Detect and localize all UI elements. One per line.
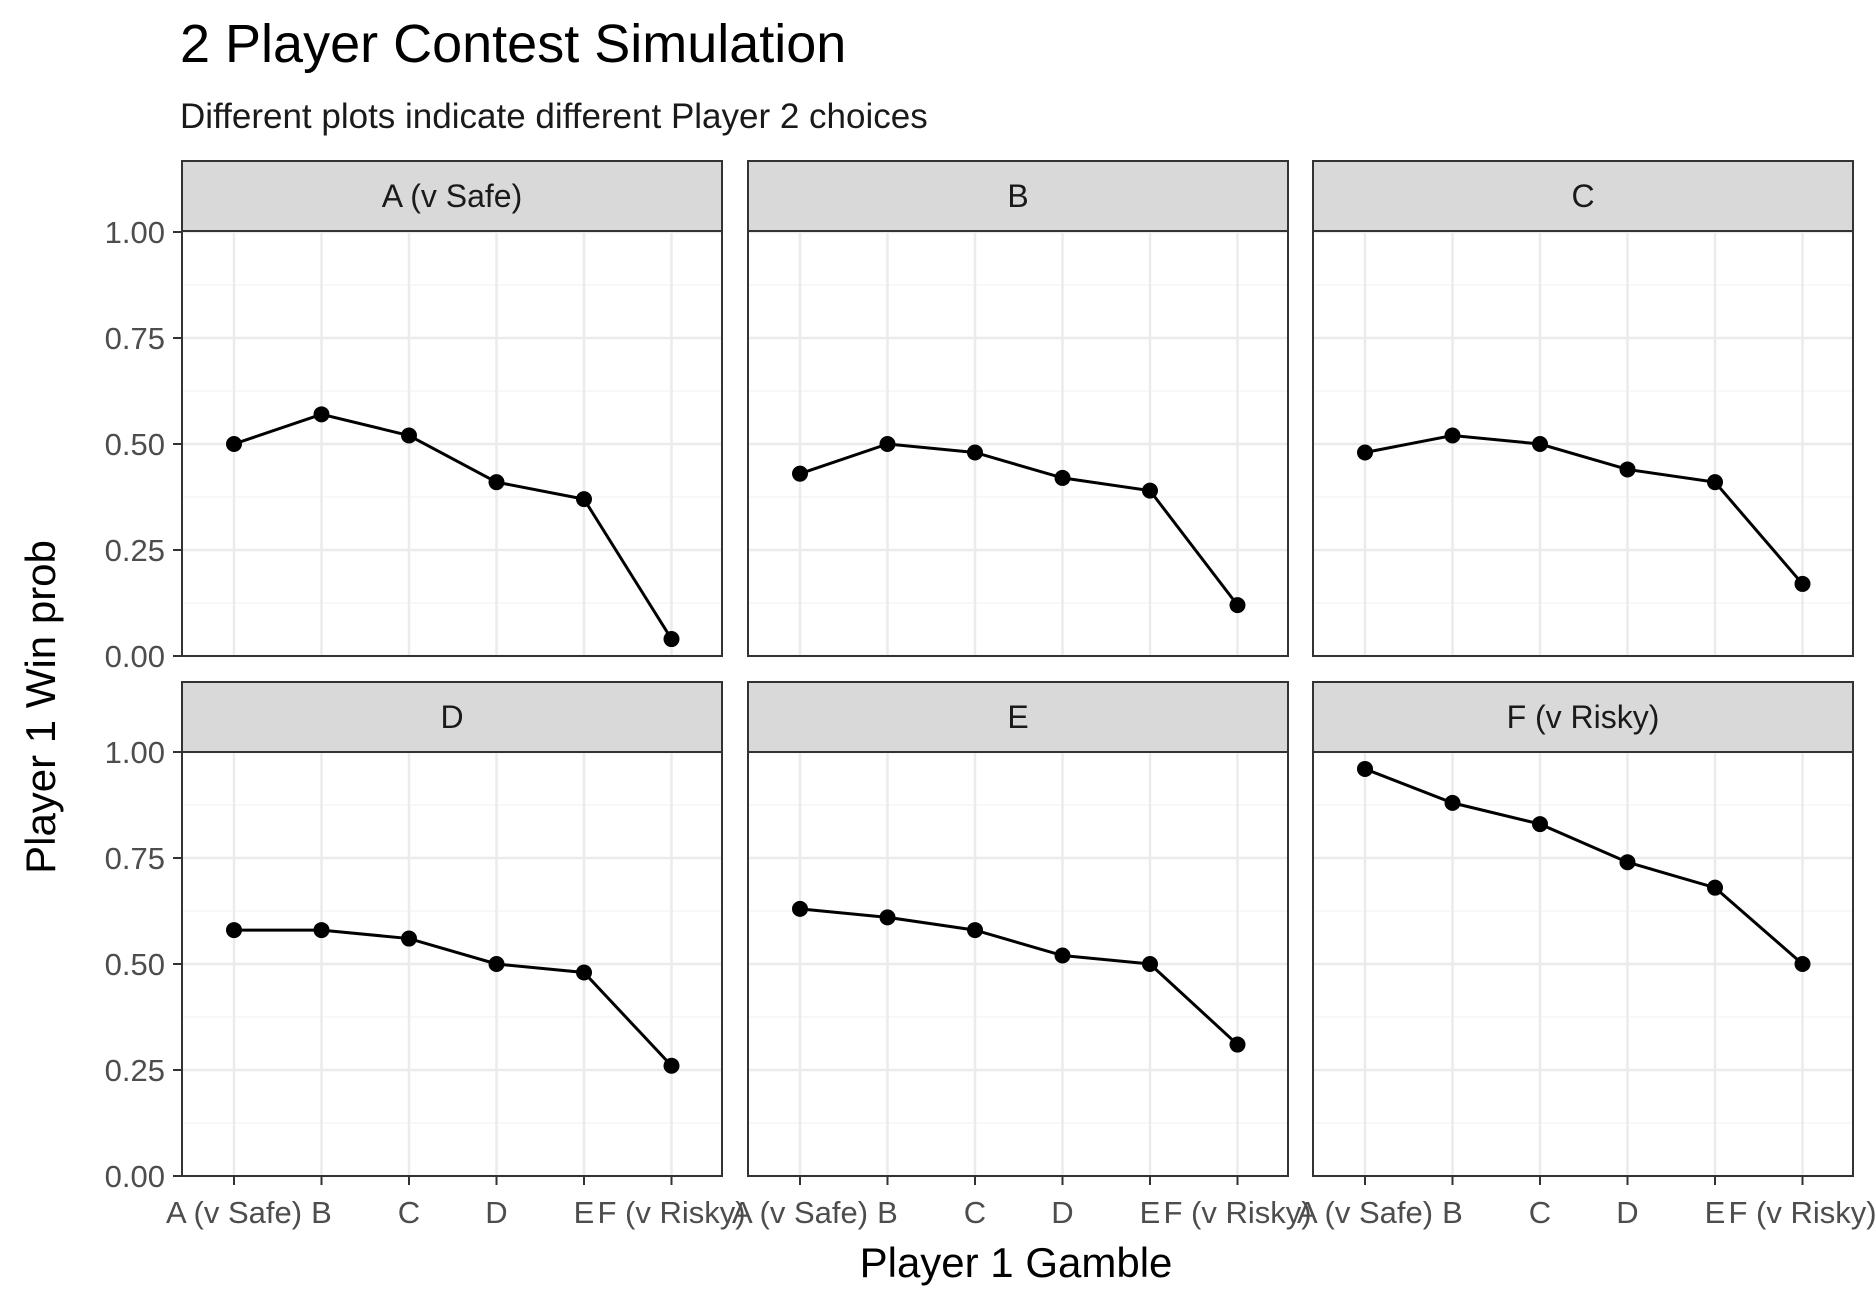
panel-6: F (v Risky)A (v Safe) B C D E F (v Risky) bbox=[1297, 681, 1875, 1230]
data-point bbox=[1532, 816, 1548, 833]
x-tick-label: E bbox=[574, 1195, 595, 1230]
x-tick-label: E bbox=[1140, 1195, 1161, 1230]
data-point bbox=[1229, 1036, 1246, 1053]
data-point bbox=[576, 964, 592, 981]
x-axis-title: Player 1 Gamble bbox=[860, 1239, 1173, 1286]
x-tick-label: E bbox=[1705, 1195, 1726, 1230]
data-point bbox=[313, 406, 330, 423]
strip-label: E bbox=[1007, 699, 1028, 735]
data-point bbox=[792, 465, 808, 482]
data-point bbox=[1357, 760, 1373, 777]
x-tick-label: F (v Risky) bbox=[1728, 1195, 1875, 1230]
y-tick-label: 0.25 bbox=[105, 1053, 165, 1088]
strip-background bbox=[1312, 160, 1854, 232]
data-point bbox=[226, 922, 242, 939]
data-point bbox=[967, 922, 983, 939]
x-tick-label: C bbox=[1529, 1195, 1551, 1230]
strip-label: B bbox=[1007, 178, 1028, 214]
y-tick-label: 0.75 bbox=[105, 841, 165, 876]
series-line bbox=[233, 412, 673, 640]
data-point bbox=[1619, 461, 1636, 478]
data-point bbox=[1532, 436, 1548, 452]
data-point bbox=[967, 444, 983, 461]
x-tick-label: A (v Safe) bbox=[1297, 1195, 1433, 1230]
data-point bbox=[1142, 956, 1158, 972]
panel-3: C bbox=[1312, 160, 1854, 658]
strip-background bbox=[1312, 681, 1854, 753]
strip-label: C bbox=[1571, 178, 1594, 214]
strip-label: A (v Safe) bbox=[382, 178, 523, 214]
panel-4: D 0.00 0.25 0.50 0.75 1.00 A (v Safe) B C D E F (v … bbox=[105, 681, 746, 1230]
data-point bbox=[663, 631, 680, 648]
series-line bbox=[1364, 767, 1804, 966]
data-point bbox=[226, 436, 242, 452]
panel-1: A (v Safe) 0.00 0.25 0.50 0.75 1.00 bbox=[105, 160, 723, 674]
series-line bbox=[1364, 434, 1804, 585]
data-point bbox=[313, 922, 330, 939]
strip-background bbox=[747, 681, 1289, 753]
strip-label: D bbox=[440, 699, 463, 735]
data-point bbox=[488, 474, 505, 491]
strip-background bbox=[747, 160, 1289, 232]
x-tick-label: B bbox=[877, 1195, 898, 1230]
panel-2: B bbox=[747, 160, 1289, 658]
data-point bbox=[1444, 427, 1461, 444]
y-tick-label: 1.00 bbox=[105, 215, 165, 250]
data-point bbox=[1794, 956, 1811, 972]
x-tick-label: A (v Safe) bbox=[166, 1195, 302, 1230]
facet-panels: A (v Safe)0.000.250.500.751.00B CD0.000.2… bbox=[105, 160, 1875, 1230]
y-tick-label: 0.00 bbox=[105, 639, 165, 674]
strip-background bbox=[181, 160, 723, 232]
data-point bbox=[401, 427, 417, 444]
y-tick-label: 0.25 bbox=[105, 533, 165, 568]
x-tick-label: B bbox=[311, 1195, 332, 1230]
data-point bbox=[576, 491, 592, 508]
data-point bbox=[401, 930, 417, 947]
data-point bbox=[663, 1057, 680, 1074]
data-point bbox=[1054, 947, 1071, 964]
y-tick-label: 0.50 bbox=[105, 427, 165, 462]
data-point bbox=[879, 909, 896, 926]
data-point bbox=[1707, 474, 1723, 491]
data-point bbox=[1794, 575, 1811, 592]
data-point bbox=[488, 956, 505, 972]
data-point bbox=[1357, 444, 1373, 461]
data-point bbox=[1444, 794, 1461, 811]
y-tick-label: 0.75 bbox=[105, 321, 165, 356]
x-tick-label: C bbox=[964, 1195, 986, 1230]
x-tick-label: A (v Safe) bbox=[732, 1195, 868, 1230]
x-tick-label: C bbox=[398, 1195, 420, 1230]
data-point bbox=[1707, 879, 1723, 896]
chart-subtitle: Different plots indicate different Playe… bbox=[180, 97, 928, 136]
data-point bbox=[1229, 597, 1246, 614]
x-tick-label: F (v Risky) bbox=[1163, 1195, 1311, 1230]
series-line bbox=[799, 442, 1239, 607]
series-line bbox=[799, 907, 1239, 1046]
panel-5: EA (v Safe) B C D E F (v Risky) bbox=[732, 681, 1312, 1230]
data-point bbox=[792, 900, 808, 917]
y-tick-label: 0.50 bbox=[105, 947, 165, 982]
x-tick-label: D bbox=[1051, 1195, 1073, 1230]
data-point bbox=[1619, 854, 1636, 871]
data-point bbox=[1054, 469, 1071, 486]
y-axis-title: Player 1 Win prob bbox=[17, 540, 64, 874]
x-tick-label: D bbox=[485, 1195, 507, 1230]
strip-label: F (v Risky) bbox=[1507, 699, 1660, 735]
x-tick-label: B bbox=[1442, 1195, 1463, 1230]
chart-title: 2 Player Contest Simulation bbox=[180, 14, 846, 74]
y-tick-label: 1.00 bbox=[105, 735, 165, 770]
y-tick-label: 0.00 bbox=[105, 1159, 165, 1194]
data-point bbox=[1142, 482, 1158, 499]
x-tick-label: F (v Risky) bbox=[597, 1195, 745, 1230]
x-tick-label: D bbox=[1616, 1195, 1638, 1230]
data-point bbox=[879, 436, 896, 452]
strip-background bbox=[181, 681, 723, 753]
series-line bbox=[234, 928, 673, 1067]
